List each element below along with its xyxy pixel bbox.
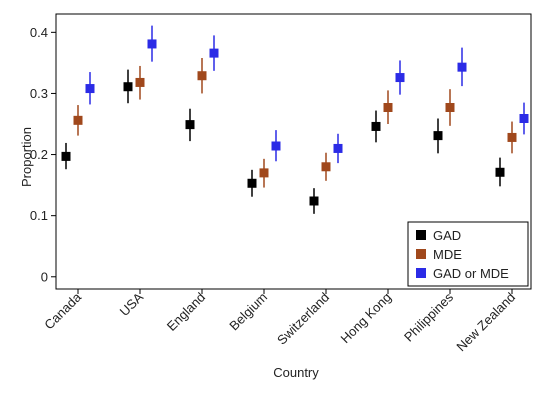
y-tick-label: 0.1 [30, 208, 48, 223]
data-point [271, 141, 281, 151]
data-point [519, 114, 529, 123]
data-point [321, 162, 331, 172]
legend-swatch [416, 268, 426, 278]
data-point [135, 77, 145, 87]
data-point [333, 143, 343, 153]
data-point [383, 103, 393, 112]
data-marks [61, 25, 529, 214]
data-point [147, 39, 157, 49]
legend-swatch [416, 249, 426, 259]
data-point [495, 167, 505, 177]
legend-label: GAD or MDE [433, 266, 509, 281]
data-point [247, 178, 257, 188]
data-point [433, 131, 443, 141]
legend-swatch [416, 230, 426, 240]
y-tick-label: 0 [41, 269, 48, 284]
data-point [259, 168, 269, 178]
data-point [507, 132, 517, 142]
y-tick-label: 0.4 [30, 25, 48, 40]
legend-label: MDE [433, 247, 462, 262]
data-point [197, 71, 207, 81]
y-axis-title: Proportion [19, 127, 34, 187]
data-point [123, 82, 133, 92]
data-point [209, 48, 219, 58]
data-point [371, 121, 381, 131]
plot-frame [55, 13, 532, 290]
data-point [185, 120, 195, 130]
data-point [73, 115, 83, 125]
y-tick-label: 0.3 [30, 86, 48, 101]
legend-label: GAD [433, 228, 461, 243]
data-point [61, 151, 71, 161]
data-point [309, 196, 319, 206]
legend-box [407, 221, 529, 287]
data-point [445, 103, 455, 112]
data-point [457, 62, 467, 72]
data-point [395, 73, 405, 83]
data-point [85, 84, 95, 94]
legend: GAD MDE GAD or MDE [407, 221, 529, 287]
x-axis-title: Country [273, 365, 319, 380]
y-tick-label: 0.2 [30, 147, 48, 162]
